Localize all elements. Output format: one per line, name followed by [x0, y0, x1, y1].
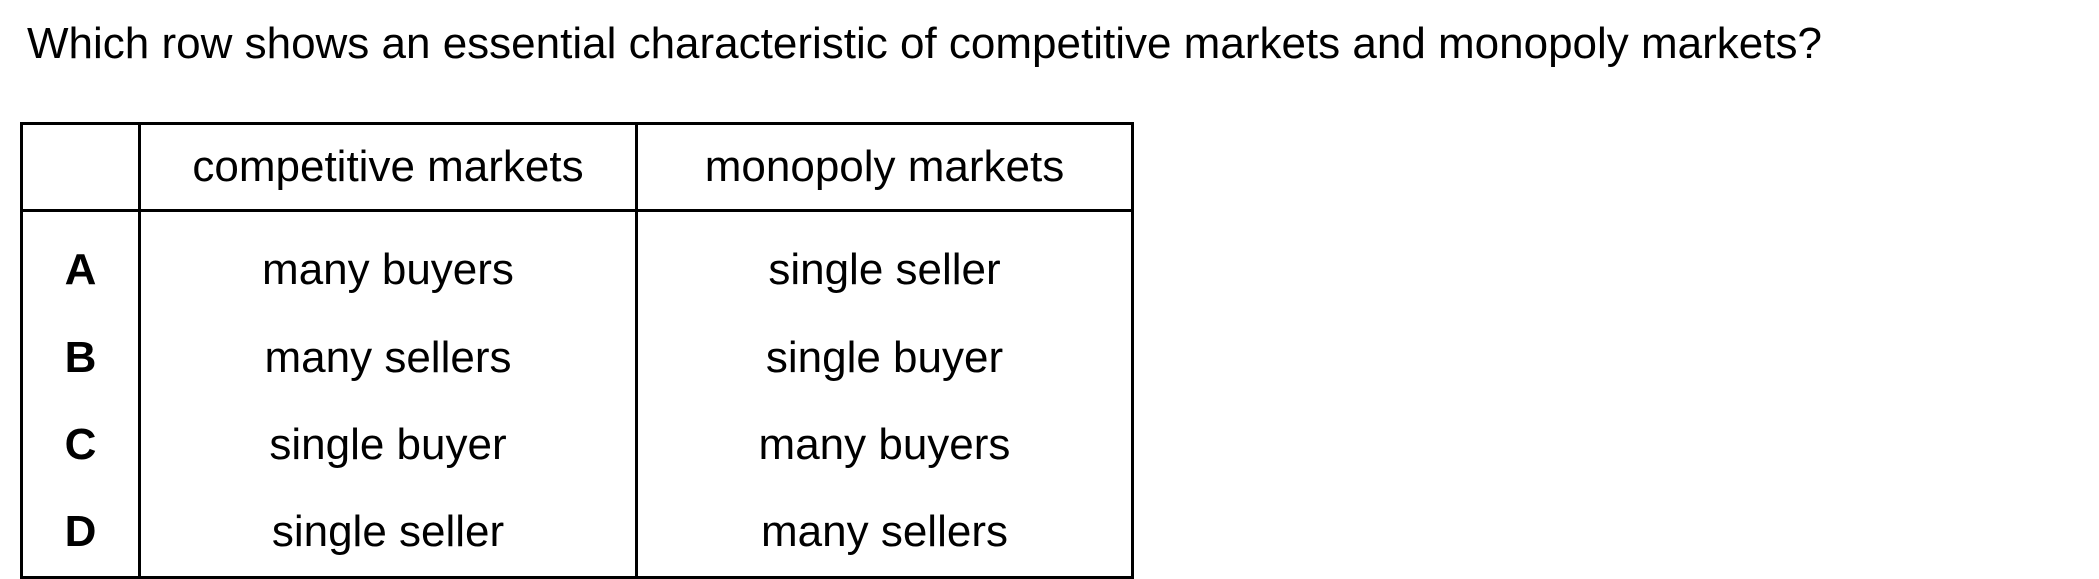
option-row-c: C single buyer many buyers [20, 401, 1134, 489]
competitive-cell: many buyers [138, 210, 638, 315]
monopoly-cell: single buyer [635, 314, 1134, 402]
option-row-b: B many sellers single buyer [20, 314, 1134, 402]
table-header-row: competitive markets monopoly markets [20, 122, 1134, 212]
option-letter: C [20, 401, 141, 489]
answer-options-table: competitive markets monopoly markets A m… [20, 122, 1134, 579]
competitive-cell: single seller [138, 488, 638, 579]
header-competitive-markets: competitive markets [138, 122, 638, 212]
header-monopoly-markets: monopoly markets [635, 122, 1134, 212]
option-row-a: A many buyers single seller [20, 210, 1134, 315]
option-letter: A [20, 210, 141, 315]
monopoly-cell: single seller [635, 210, 1134, 315]
option-row-d: D single seller many sellers [20, 488, 1134, 579]
option-letter: D [20, 488, 141, 579]
monopoly-cell: many buyers [635, 401, 1134, 489]
option-letter: B [20, 314, 141, 402]
header-option-letter [20, 122, 141, 212]
question-text: Which row shows an essential characteris… [27, 19, 1822, 68]
monopoly-cell: many sellers [635, 488, 1134, 579]
competitive-cell: single buyer [138, 401, 638, 489]
competitive-cell: many sellers [138, 314, 638, 402]
